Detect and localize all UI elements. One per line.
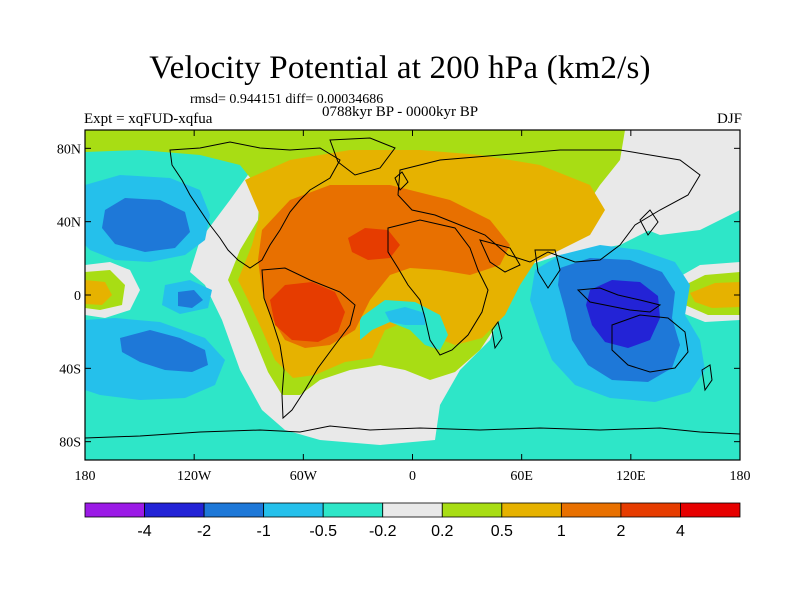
longitude-axis: 180 120W 60W 0 60E 120E 180 bbox=[75, 130, 751, 484]
coast-arabia bbox=[479, 239, 521, 273]
colorbar-swatch bbox=[560, 502, 622, 518]
contour-hole-south-atlantic bbox=[360, 300, 448, 350]
coast-south-america bbox=[261, 267, 356, 420]
lon-tick-label: 120E bbox=[616, 469, 646, 484]
colorbar-swatch bbox=[501, 502, 562, 518]
colorbar-label: 4 bbox=[676, 523, 685, 540]
experiment-label: Expt = xqFUD-xqfua bbox=[84, 111, 213, 127]
figure-title: Velocity Potential at 200 hPa (km2/s) bbox=[149, 50, 651, 86]
colorbar-label: 1 bbox=[557, 523, 566, 540]
coast-japan bbox=[639, 209, 659, 236]
colorbar-label: -1 bbox=[257, 523, 271, 540]
coast-indonesia bbox=[576, 287, 662, 313]
colorbar-swatch bbox=[382, 502, 443, 518]
colorbar-label: 0.2 bbox=[431, 523, 453, 540]
contour-neg-south-pacific-core bbox=[120, 330, 208, 372]
colorbar-swatch bbox=[441, 502, 503, 518]
lon-tick-label: 60E bbox=[510, 469, 533, 484]
lon-tick-label: 60W bbox=[290, 469, 318, 484]
coast-new-zealand bbox=[701, 364, 713, 392]
contour-neg-east-pacific-small-core bbox=[178, 290, 203, 308]
colorbar-label: -0.2 bbox=[369, 523, 397, 540]
coast-north-america bbox=[169, 141, 341, 269]
colorbar-swatch bbox=[322, 502, 384, 518]
colorbar-swatch bbox=[144, 502, 205, 518]
lon-tick-label: 180 bbox=[730, 469, 751, 484]
contour-2-4-north-atlantic bbox=[348, 228, 400, 260]
latitude-axis: 80N 40N 0 40S 80S bbox=[57, 142, 740, 451]
contour-0.5-1-east-pacific bbox=[85, 280, 112, 305]
colorbar-label: -4 bbox=[137, 523, 151, 540]
contour-2-4-south-america bbox=[270, 282, 345, 342]
period-label: 0788kyr BP - 0000kyr BP bbox=[322, 104, 479, 120]
lat-tick-label: 80S bbox=[59, 436, 81, 451]
colorbar-swatch bbox=[263, 502, 324, 518]
lat-tick-label: 40S bbox=[59, 362, 81, 377]
coast-madagascar bbox=[491, 320, 503, 350]
colorbar: -4 -2 -1 -0.5 -0.2 0.2 0.5 1 2 4 bbox=[84, 502, 741, 540]
lat-tick-label: 40N bbox=[57, 216, 81, 231]
coast-australia bbox=[611, 314, 689, 373]
colorbar-label: 0.5 bbox=[491, 523, 513, 540]
colorbar-swatch bbox=[84, 502, 145, 518]
lon-tick-label: 120W bbox=[177, 469, 212, 484]
coast-africa bbox=[387, 219, 489, 356]
coastlines bbox=[85, 137, 740, 439]
contour-field bbox=[85, 130, 740, 460]
coast-uk bbox=[394, 171, 409, 191]
colorbar-label: -2 bbox=[197, 523, 211, 540]
contour-0.5-1-west-pacific bbox=[690, 282, 740, 308]
lat-tick-label: 0 bbox=[74, 289, 81, 304]
colorbar-label: -0.5 bbox=[309, 523, 337, 540]
colorbar-swatch bbox=[680, 502, 741, 518]
contour-near-zero-ne-pacific bbox=[615, 140, 740, 235]
colorbar-swatch bbox=[203, 502, 265, 518]
lat-tick-label: 80N bbox=[57, 142, 81, 157]
season-label: DJF bbox=[716, 111, 742, 127]
coast-greenland bbox=[329, 137, 396, 176]
coast-eurasia bbox=[397, 149, 701, 263]
contour-hole-south-atlantic-inner bbox=[385, 307, 425, 325]
contour-neg-indo-pacific-core bbox=[586, 280, 660, 348]
contour-neg-north-pacific-core bbox=[102, 198, 190, 252]
stats-label: rmsd= 0.944151 diff= 0.00034686 bbox=[190, 92, 384, 107]
coast-india bbox=[534, 249, 561, 289]
colorbar-swatch bbox=[620, 502, 681, 518]
lon-tick-label: 0 bbox=[409, 469, 416, 484]
colorbar-label: 2 bbox=[616, 523, 625, 540]
coast-antarctica bbox=[85, 425, 740, 439]
lon-tick-label: 180 bbox=[75, 469, 96, 484]
